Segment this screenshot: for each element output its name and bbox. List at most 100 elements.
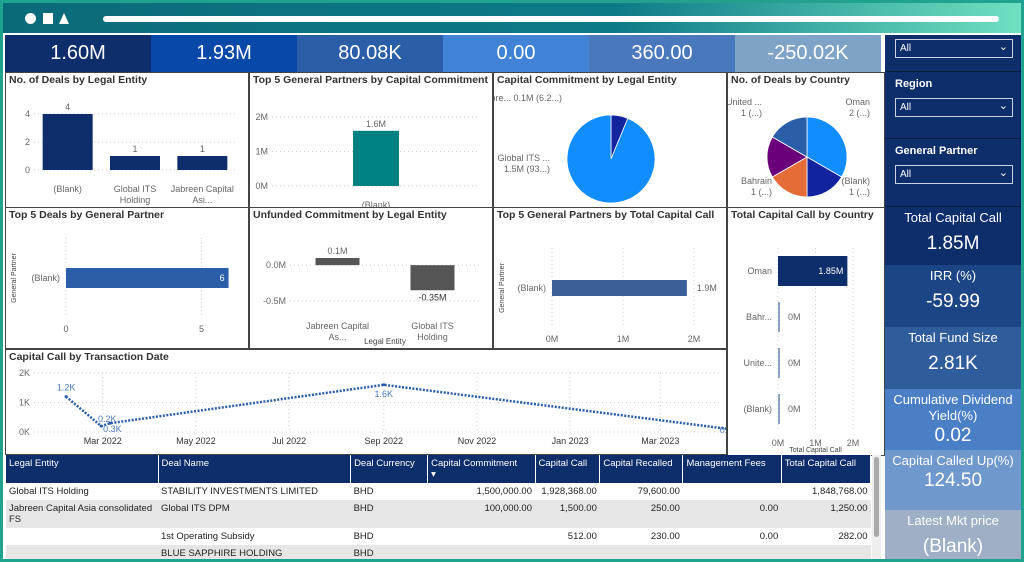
data-label: 0M (788, 404, 801, 414)
pie-slice[interactable] (771, 116, 808, 158)
data-point[interactable] (382, 383, 386, 387)
tile-label: Total Capital Call (904, 210, 1002, 225)
tick-label: 0M (546, 334, 559, 344)
table-cell: 0.00 (682, 500, 782, 528)
slicer-dropdown[interactable]: All ⌄ (895, 98, 1013, 117)
data-label: 1.2K (57, 383, 76, 393)
table-cell (427, 545, 535, 559)
bar[interactable] (410, 265, 455, 291)
data-label: 6 (220, 273, 225, 283)
data-point[interactable] (108, 421, 112, 425)
bar[interactable] (778, 394, 780, 424)
chart-deals_by_gp: Top 5 Deals by General Partner 0 5 (Blank) 6… (5, 207, 249, 349)
category-label: Jabreen Capital Asi... (171, 184, 234, 205)
table-cell: 1st Operating Subsidy (161, 531, 255, 542)
table-cell: 1,500.00 (535, 500, 600, 528)
tick-label: 1M (255, 147, 268, 157)
column-header[interactable]: Legal Entity (6, 455, 159, 483)
dropdown-value: All (900, 169, 912, 180)
slicer-label: Region (895, 78, 933, 90)
column-header[interactable]: Total Capital Call (781, 455, 872, 483)
tick-label: 2 (25, 137, 30, 147)
column-header[interactable]: Capital Recalled (599, 455, 684, 483)
table-row[interactable]: 1st Operating Subsidy BHD 512.00 230.00 0.00… (6, 528, 871, 545)
tick-label: Nov 2022 (458, 436, 497, 446)
table-cell: 79,600.00 (637, 486, 680, 497)
tick-label: -0.5M (263, 296, 286, 306)
chart-deals_by_entity: No. of Deals by Legal Entity 0 2 4 4 (Blank) 1… (5, 72, 249, 208)
browser-frame: 1.60M 1.93M 80.08K 0.00 360.00 -250.02K All ⌄ R… (3, 3, 1021, 559)
pie-slice[interactable] (566, 114, 656, 204)
column-header[interactable]: Management Fees (682, 455, 782, 483)
table-cell: Global ITS DPM (158, 500, 351, 528)
chart-commit_by_entity: Capital Commitment by Legal Entity Jabre.… (493, 72, 727, 208)
chart-call_by_country: Total Capital Call by Country 0M 1M 2M Oman 1… (727, 207, 885, 456)
chart-gp_commitment: Top 5 General Partners by Capital Commit… (249, 72, 493, 208)
pie-slice[interactable] (806, 116, 848, 178)
address-bar[interactable] (103, 16, 999, 22)
table-cell (683, 483, 781, 500)
table-row[interactable]: BLUE SAPPHIRE HOLDING BHD (6, 545, 871, 559)
slicer-label: General Partner (895, 145, 978, 157)
slicer-dropdown[interactable]: All ⌄ (895, 39, 1013, 58)
chart-title: No. of Deals by Country (731, 74, 851, 86)
table-cell (6, 545, 159, 559)
chevron-down-icon: ⌄ (998, 167, 1008, 179)
series-line (65, 383, 726, 430)
bar[interactable] (778, 302, 780, 332)
slicer-dropdown[interactable]: All ⌄ (895, 165, 1013, 184)
chart-title: Capital Call by Transaction Date (9, 351, 169, 363)
table-cell: STABILITY INVESTMENTS LIMITED (161, 486, 318, 497)
bar[interactable] (353, 130, 399, 186)
kpi-card: -250.02K (735, 35, 881, 72)
chart-title: Top 5 General Partners by Capital Commit… (253, 74, 488, 86)
tick-label: 0M (772, 438, 785, 448)
table-row[interactable]: Jabreen Capital Asia consolidated FS Glob… (6, 500, 871, 528)
data-point[interactable] (64, 395, 68, 399)
tick-label: Jul 2022 (272, 436, 306, 446)
bar[interactable] (42, 114, 93, 170)
column-header[interactable]: Deal Name (158, 455, 352, 483)
bar[interactable] (110, 156, 160, 170)
bar[interactable] (177, 156, 228, 170)
triangle-icon (59, 13, 69, 24)
table-cell: BHD (350, 545, 428, 559)
circle-icon (25, 13, 36, 24)
table-row[interactable]: Global ITS Holding STABILITY INVESTMENTS … (6, 483, 871, 500)
table-cell: 250.00 (599, 500, 683, 528)
data-label: 1 (200, 144, 205, 154)
axis-title: Legal Entity (364, 337, 406, 346)
slice-label: Global ITS ... 1.5M (93...) (497, 153, 550, 174)
axis-title: General Partner (499, 262, 506, 312)
bar[interactable] (778, 348, 780, 378)
bar[interactable] (552, 280, 687, 296)
tick-label: Mar 2022 (84, 436, 122, 446)
tick-label: 5 (199, 324, 204, 334)
sort-desc-icon: ▾ (431, 469, 436, 480)
bar[interactable] (315, 258, 360, 266)
chart-deals_by_country: No. of Deals by Country Oman 2 (...) (Blank… (727, 72, 885, 208)
data-point[interactable] (99, 424, 103, 428)
kpi-card: 80.08K (297, 35, 443, 72)
chart-title: Top 5 Deals by General Partner (9, 209, 165, 221)
tick-label: 2M (688, 334, 701, 344)
kpi-tile: IRR (%) -59.99 (885, 265, 1021, 327)
table-cell: 1,928,368.00 (541, 486, 597, 497)
deals-table: Legal Entity Deal Name Deal Currency Capita… (6, 455, 872, 559)
bar[interactable] (778, 256, 848, 286)
column-header[interactable]: Deal Currency (350, 455, 429, 483)
column-header[interactable]: Capital Call (535, 455, 601, 483)
tick-label: 1M (617, 334, 630, 344)
tick-label: 2K (19, 368, 30, 378)
data-label: 0.2K (98, 414, 117, 424)
bar[interactable] (66, 268, 229, 288)
tick-label: Jan 2023 (552, 436, 589, 446)
table-scrollbar[interactable] (872, 455, 881, 559)
slicer: All ⌄ (885, 35, 1021, 72)
table-cell (428, 528, 535, 545)
column-header[interactable]: Capital Commitment ▾ (427, 455, 536, 483)
slice-label: Oman 2 (...) (845, 97, 870, 118)
data-label: 1.6M (366, 119, 386, 129)
category-label: Unite... (743, 358, 772, 368)
table-cell (535, 545, 600, 559)
